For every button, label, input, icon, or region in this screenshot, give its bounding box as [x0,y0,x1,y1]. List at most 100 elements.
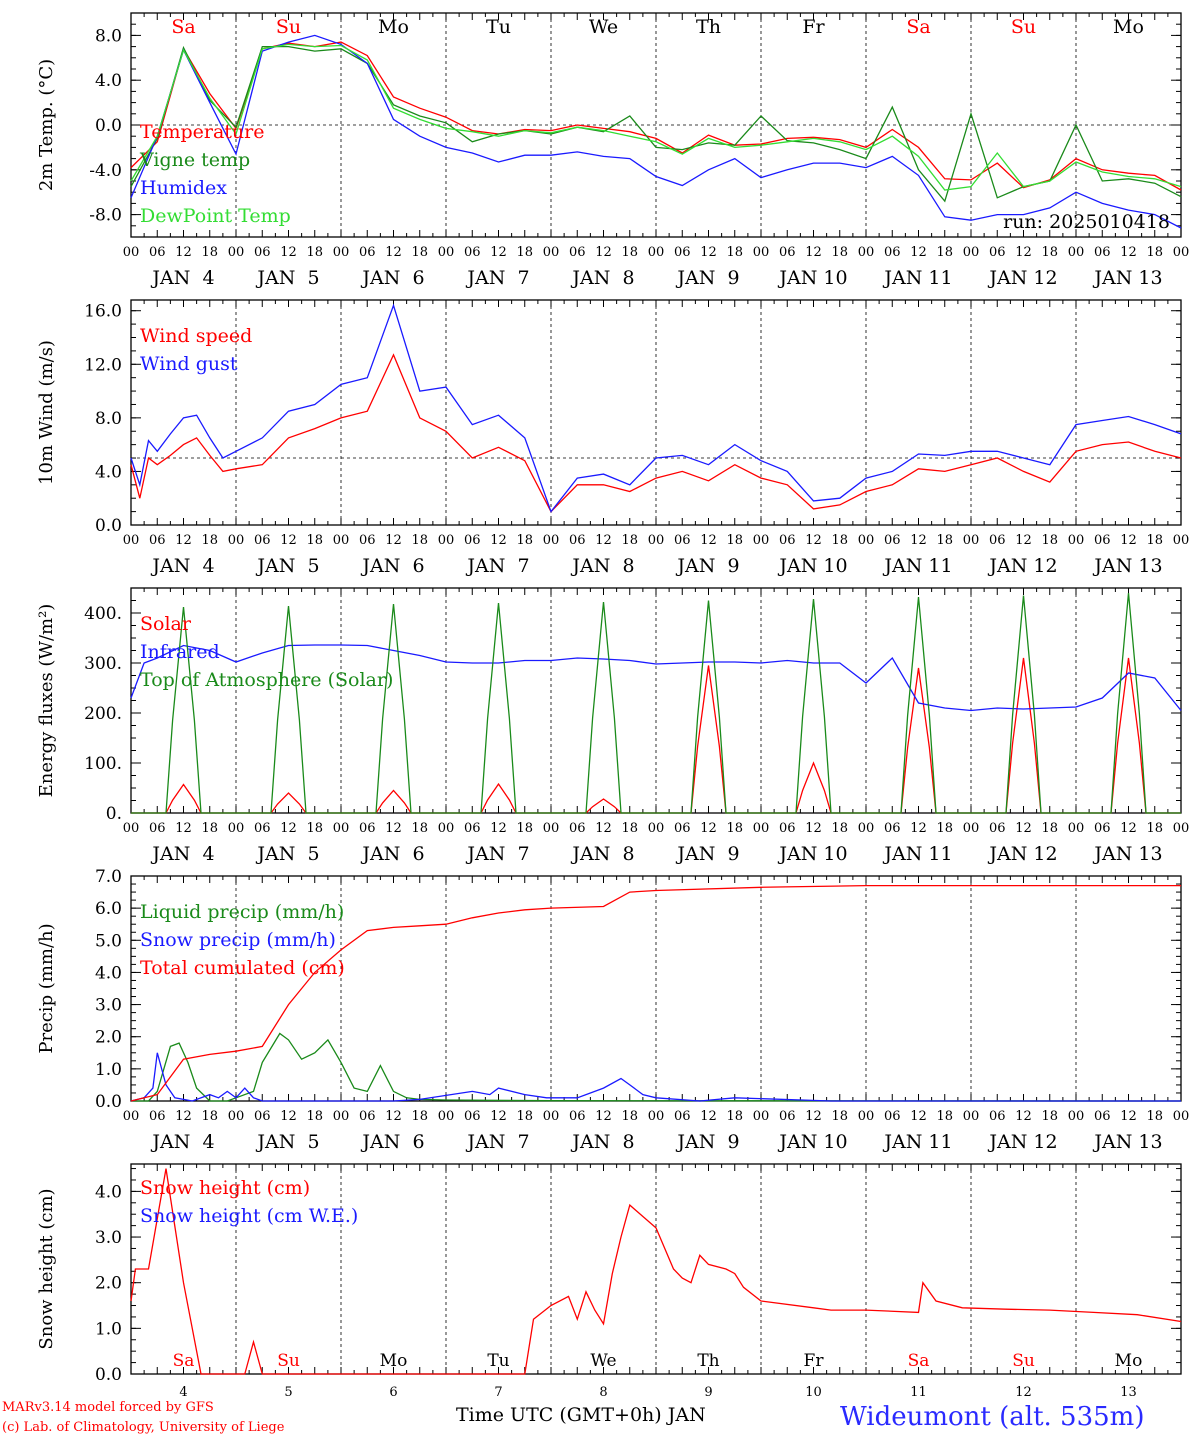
hour-tick-label: 12 [595,245,612,260]
hour-tick-label: 18 [516,245,533,260]
day-number-label: 9 [704,1385,712,1400]
date-label: JAN 11 [882,267,952,289]
hour-tick-label: 06 [674,245,691,260]
y-tick-label: 3.0 [95,996,122,1016]
station-title: Wideumont (alt. 535m) [840,1402,1145,1432]
y-tick-label: 4.0 [95,1182,122,1202]
hour-tick-label: 12 [175,533,192,548]
y-tick-label: 7.0 [95,867,122,887]
hour-tick-label: 00 [543,533,560,548]
hour-tick-label: 12 [700,821,717,836]
date-label: JAN 4 [150,843,214,865]
day-number-label: 5 [284,1385,292,1400]
hour-tick-label: 06 [359,821,376,836]
hour-tick-label: 18 [201,533,218,548]
hour-tick-label: 18 [936,245,953,260]
hour-tick-label: 00 [543,821,560,836]
y-tick-label: 8.0 [95,409,122,429]
legend-entry: Top of Atmosphere (Solar) [140,669,393,691]
date-label: JAN 12 [987,1131,1057,1153]
date-label: JAN 5 [255,555,319,577]
y-tick-label: 3.0 [95,1228,122,1248]
hour-tick-label: 00 [123,821,140,836]
y-axis-label: 2m Temp. (°C) [36,59,57,191]
hour-tick-label: 00 [1173,821,1190,836]
hour-tick-label: 18 [1146,533,1163,548]
hour-tick-label: 18 [516,821,533,836]
legend-entry: Snow height (cm) [140,1177,310,1199]
hour-tick-label: 18 [726,821,743,836]
date-label: JAN 6 [360,555,424,577]
y-tick-label: -8.0 [89,206,122,226]
hour-tick-label: 12 [700,245,717,260]
y-tick-label: 200. [84,704,122,724]
hour-tick-label: 00 [648,1109,665,1124]
y-tick-label: 0.0 [95,516,122,536]
y-tick-label: 16.0 [84,302,122,322]
hour-tick-label: 18 [201,1109,218,1124]
hour-tick-label: 06 [1094,245,1111,260]
hour-tick-label: 06 [989,245,1006,260]
hour-tick-label: 06 [989,821,1006,836]
legend-entry: DewPoint Temp [140,205,291,227]
model-credit: MARv3.14 model forced by GFS [2,1400,214,1415]
date-label: JAN 8 [570,555,634,577]
hour-tick-label: 18 [1146,821,1163,836]
y-tick-label: 2.0 [95,1028,122,1048]
hour-tick-label: 18 [1146,245,1163,260]
hour-tick-label: 18 [621,533,638,548]
hour-tick-label: 12 [1120,245,1137,260]
y-axis-label: Energy fluxes (W/m²) [36,604,57,798]
y-tick-label: 12.0 [84,355,122,375]
y-axis-label: Precip (mm/h) [36,923,57,1053]
hour-tick-label: 06 [254,533,271,548]
hour-tick-label: 00 [753,1109,770,1124]
date-label: JAN 8 [570,843,634,865]
hour-tick-label: 06 [464,821,481,836]
hour-tick-label: 00 [963,1109,980,1124]
y-tick-label: 6.0 [95,899,122,919]
hour-tick-label: 12 [175,821,192,836]
weekday-label: Tu [486,16,511,38]
hour-tick-label: 06 [779,245,796,260]
y-tick-label: 0.0 [95,1092,122,1112]
weekday-label: Fr [802,16,825,38]
panel-frame [130,299,1182,526]
y-tick-label: 4.0 [95,963,122,983]
hour-tick-label: 12 [280,245,297,260]
hour-tick-label: 12 [490,245,507,260]
date-label: JAN 10 [777,843,847,865]
y-tick-label: 0. [106,804,122,824]
hour-tick-label: 06 [464,245,481,260]
hour-tick-label: 18 [411,245,428,260]
hour-tick-label: 12 [1015,533,1032,548]
y-tick-label: 400. [84,604,122,624]
weekday-label: Su [276,16,301,38]
y-tick-label: 0.0 [95,116,122,136]
hour-tick-label: 06 [569,245,586,260]
hour-tick-label: 12 [385,245,402,260]
date-label: JAN 5 [255,1131,319,1153]
panel-frame [130,587,1182,814]
hour-tick-label: 06 [674,533,691,548]
series-line-snow-precip-mm-h [130,1052,1181,1102]
hour-tick-label: 06 [254,245,271,260]
hour-tick-label: 12 [385,821,402,836]
date-label: JAN 7 [465,267,529,289]
legend-entry: Vigne temp [139,149,250,171]
legend-entry: Snow height (cm W.E.) [140,1205,358,1227]
weekday-label: Mo [380,1351,408,1371]
date-label: JAN 4 [150,267,214,289]
date-label: JAN 12 [987,843,1057,865]
run-annotation: run: 2025010418 [1003,211,1170,233]
hour-tick-label: 00 [1068,821,1085,836]
hour-tick-label: 12 [910,1109,927,1124]
hour-tick-label: 00 [858,821,875,836]
hour-tick-label: 18 [516,1109,533,1124]
hour-tick-label: 12 [1120,533,1137,548]
hour-tick-label: 12 [280,533,297,548]
hour-tick-label: 00 [753,821,770,836]
hour-tick-label: 18 [201,245,218,260]
hour-tick-label: 12 [595,533,612,548]
hour-tick-label: 06 [884,1109,901,1124]
